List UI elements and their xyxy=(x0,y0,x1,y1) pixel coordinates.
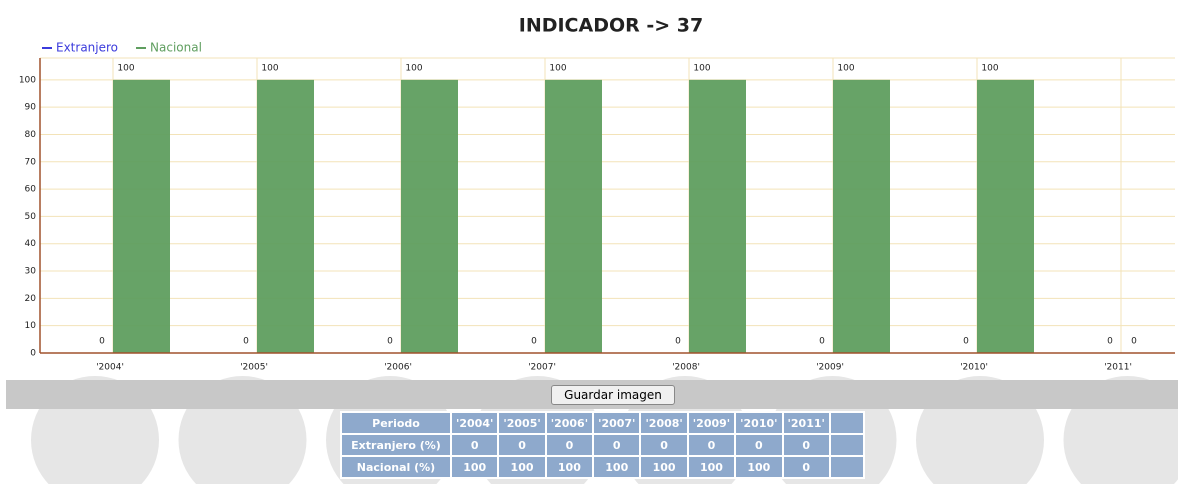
x-tick-label: '2005' xyxy=(240,363,268,373)
value-label: 100 xyxy=(837,63,854,73)
y-tick-label: 100 xyxy=(19,75,36,85)
table-cell-empty xyxy=(830,457,863,477)
bar xyxy=(689,79,746,353)
y-tick-label: 90 xyxy=(25,103,37,113)
x-tick-label: '2004' xyxy=(96,363,124,373)
table-cell: 0 xyxy=(736,435,782,455)
y-tick-label: 80 xyxy=(25,130,37,140)
table-cell: 100 xyxy=(452,457,498,477)
table-cell: '2007' xyxy=(594,413,640,433)
bar xyxy=(257,79,314,353)
value-label: 0 xyxy=(243,337,249,347)
table-cell: 100 xyxy=(736,457,782,477)
table-cell: '2011' xyxy=(783,413,829,433)
table-row: Periodo '2004' '2005' '2006' '2007' '2008' '20… xyxy=(342,413,863,433)
y-tick-label: 60 xyxy=(25,185,37,195)
legend-label: Nacional xyxy=(150,41,202,55)
table-cell: 0 xyxy=(783,435,829,455)
table-cell: '2004' xyxy=(452,413,498,433)
table-cell: 0 xyxy=(452,435,498,455)
bar xyxy=(545,79,602,353)
value-label: 100 xyxy=(981,63,998,73)
table-cell: '2008' xyxy=(641,413,687,433)
legend-label: Extranjero xyxy=(56,41,118,55)
value-label: 0 xyxy=(819,337,825,347)
save-button[interactable]: Guardar imagen xyxy=(551,385,675,405)
x-tick-label: '2010' xyxy=(960,363,988,373)
table-cell: '2010' xyxy=(736,413,782,433)
y-tick-label: 50 xyxy=(25,212,37,222)
value-label: 0 xyxy=(1131,337,1137,347)
value-label: 0 xyxy=(963,337,969,347)
value-label: 100 xyxy=(693,63,710,73)
table-cell: 100 xyxy=(594,457,640,477)
y-tick-label: 70 xyxy=(25,157,37,167)
table-cell-empty xyxy=(830,435,863,455)
table-cell: Periodo xyxy=(342,413,450,433)
x-tick-label: '2009' xyxy=(816,363,844,373)
table-cell: 100 xyxy=(641,457,687,477)
bar xyxy=(833,79,890,353)
table-cell: 100 xyxy=(546,457,593,477)
table-row: Nacional (%) 100 100 100 100 100 100 100 0 xyxy=(342,457,863,477)
value-label: 0 xyxy=(531,337,537,347)
table-cell: 0 xyxy=(688,435,735,455)
x-tick-label: '2006' xyxy=(384,363,412,373)
table-cell: 0 xyxy=(546,435,593,455)
y-tick-label: 20 xyxy=(25,294,37,304)
table-cell: 0 xyxy=(499,435,545,455)
y-tick-label: 30 xyxy=(25,267,37,277)
value-label: 100 xyxy=(549,63,566,73)
table-cell: '2005' xyxy=(499,413,545,433)
table-cell: 0 xyxy=(594,435,640,455)
value-label: 0 xyxy=(1107,337,1113,347)
value-label: 0 xyxy=(675,337,681,347)
bar xyxy=(113,79,170,353)
x-tick-label: '2007' xyxy=(528,363,556,373)
table-row: Extranjero (%) 0 0 0 0 0 0 0 0 xyxy=(342,435,863,455)
x-tick-label: '2008' xyxy=(672,363,700,373)
table-cell: Extranjero (%) xyxy=(342,435,450,455)
value-label: 100 xyxy=(405,63,422,73)
y-tick-label: 40 xyxy=(25,239,37,249)
value-label: 100 xyxy=(261,63,278,73)
table-cell-empty xyxy=(830,413,863,433)
value-label: 100 xyxy=(117,63,134,73)
table-cell: 100 xyxy=(499,457,545,477)
data-table: Periodo '2004' '2005' '2006' '2007' '2008' '20… xyxy=(340,411,865,479)
table-cell: '2006' xyxy=(546,413,593,433)
table-cell: Nacional (%) xyxy=(342,457,450,477)
table-cell: '2009' xyxy=(688,413,735,433)
x-tick-label: '2011' xyxy=(1104,363,1132,373)
table-cell: 0 xyxy=(783,457,829,477)
y-tick-label: 10 xyxy=(25,321,37,331)
bar xyxy=(401,79,458,353)
table-cell: 100 xyxy=(688,457,735,477)
bar xyxy=(977,79,1034,353)
y-tick-label: 0 xyxy=(30,349,36,359)
value-label: 0 xyxy=(387,337,393,347)
value-label: 0 xyxy=(99,337,105,347)
table-cell: 0 xyxy=(641,435,687,455)
chart-title: INDICADOR -> 37 xyxy=(519,15,704,37)
